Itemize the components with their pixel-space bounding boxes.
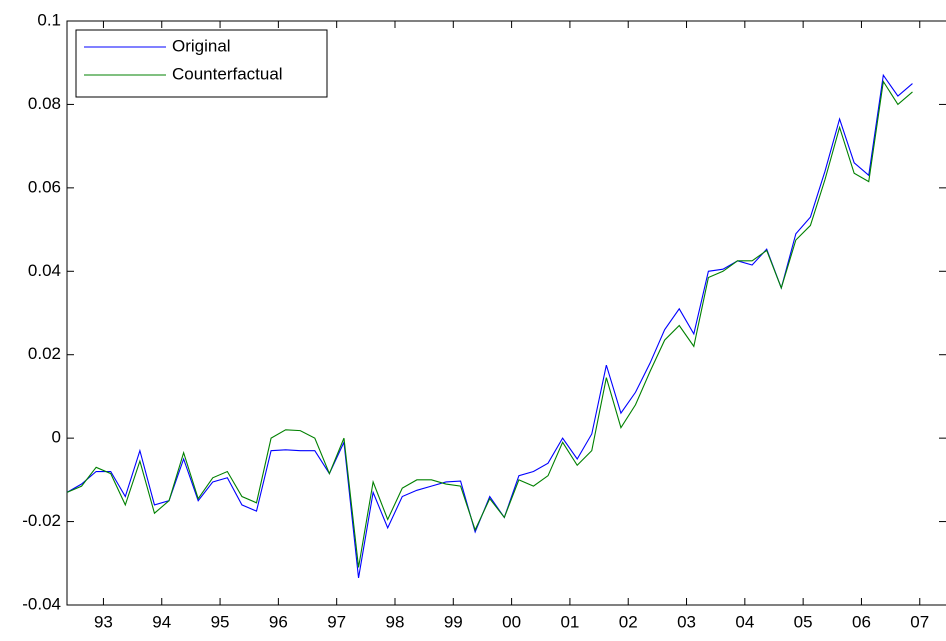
legend-label: Original xyxy=(172,36,231,55)
y-tick-label: 0.04 xyxy=(28,261,61,280)
x-tick-label: 96 xyxy=(269,612,288,631)
x-tick-label: 02 xyxy=(619,612,638,631)
x-tick-label: 03 xyxy=(677,612,696,631)
y-tick-label: 0.06 xyxy=(28,177,61,196)
plot-area xyxy=(66,20,946,606)
x-tick-label: 07 xyxy=(910,612,929,631)
x-tick-label: 01 xyxy=(560,612,579,631)
x-tick-label: 06 xyxy=(852,612,871,631)
x-tick-label: 05 xyxy=(794,612,813,631)
x-tick-label: 93 xyxy=(94,612,113,631)
x-tick-label: 00 xyxy=(502,612,521,631)
x-tick-label: 97 xyxy=(327,612,346,631)
y-tick-label: 0.02 xyxy=(28,344,61,363)
y-tick-label: 0.08 xyxy=(28,94,61,113)
y-tick-label: -0.02 xyxy=(22,511,61,530)
y-tick-label: -0.04 xyxy=(22,594,61,613)
x-tick-label: 04 xyxy=(735,612,754,631)
y-tick-label: 0.1 xyxy=(37,10,61,29)
series-line xyxy=(66,79,913,568)
legend-box xyxy=(75,29,328,98)
x-tick-label: 99 xyxy=(444,612,463,631)
x-tick-label: 95 xyxy=(211,612,230,631)
legend-label: Counterfactual xyxy=(172,64,283,83)
x-tick-label: 98 xyxy=(386,612,405,631)
x-tick-label: 94 xyxy=(152,612,171,631)
y-tick-label: 0 xyxy=(52,428,61,447)
